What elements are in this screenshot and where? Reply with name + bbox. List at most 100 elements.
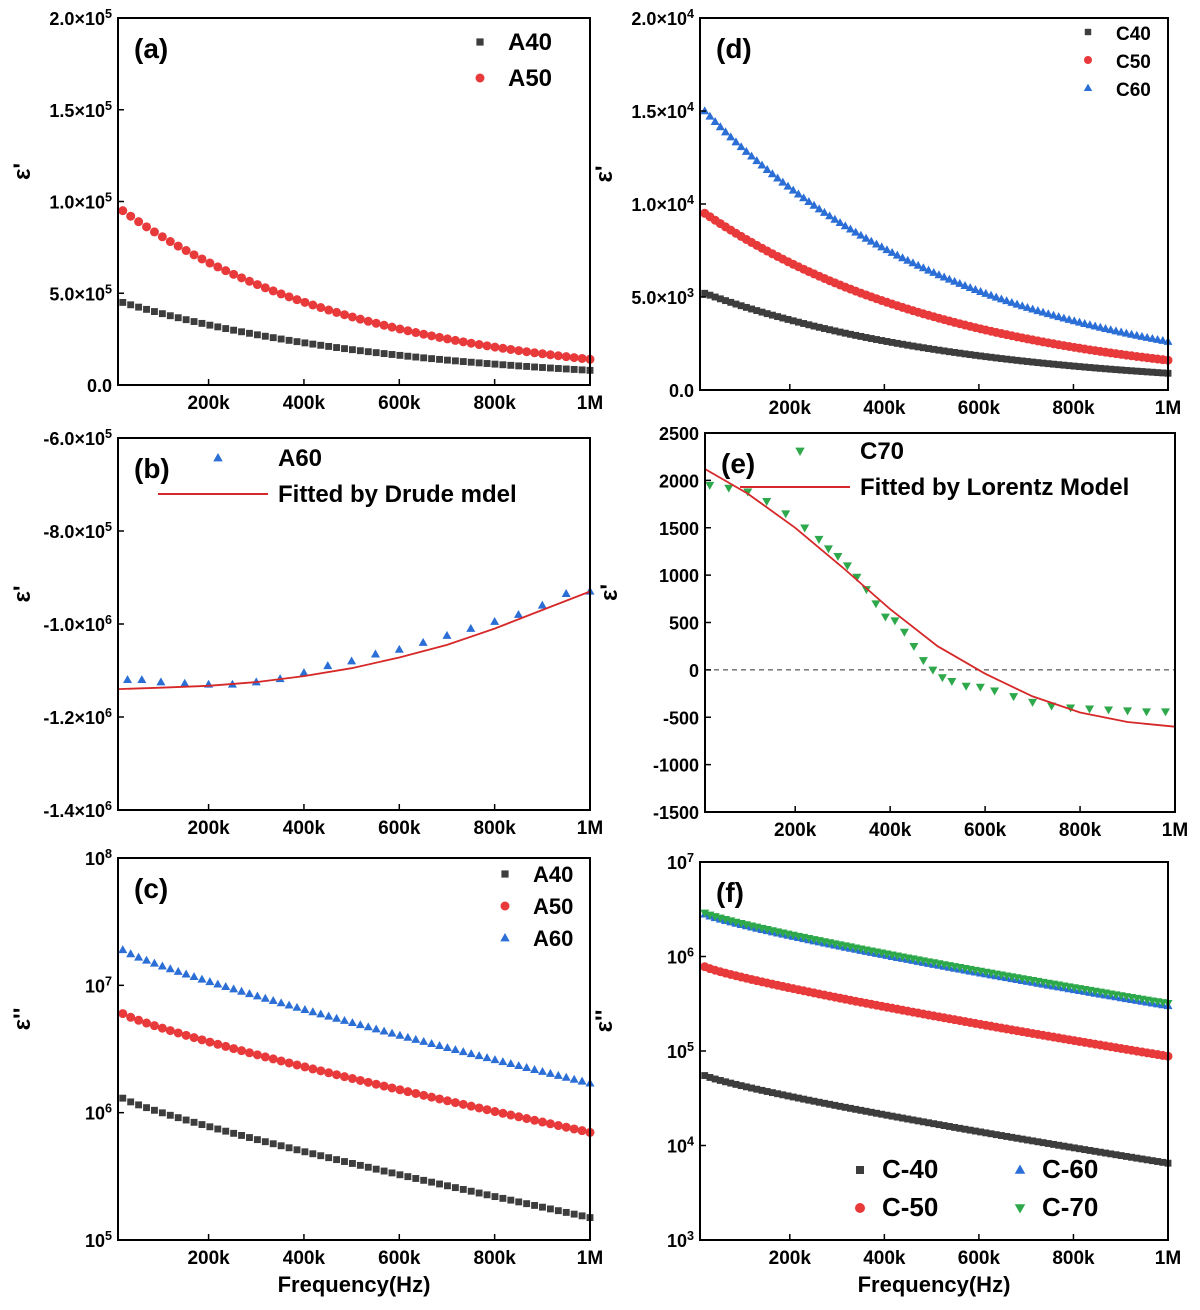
data-point-A50-46 <box>482 1105 492 1115</box>
data-point-A40-52 <box>531 363 539 371</box>
data-point-A50-50 <box>514 346 524 356</box>
legend-label: Fitted by Lorentz Model <box>860 474 1129 501</box>
data-point-A40-26 <box>325 1154 333 1162</box>
data-point-C40-12 <box>763 310 771 318</box>
data-point-C70-23 <box>990 687 1000 696</box>
data-point-C-40-11 <box>758 1086 766 1094</box>
data-point-C60-35 <box>882 245 892 254</box>
data-point-C40-31 <box>862 334 870 341</box>
data-point-A60-10 <box>197 974 207 983</box>
data-point-C40-7 <box>737 302 745 310</box>
data-point-C70-15 <box>899 628 909 637</box>
data-point-A60-11 <box>205 977 215 986</box>
series-C50 <box>700 208 1173 365</box>
data-point-A60-7 <box>173 966 183 975</box>
data-point-C60-77 <box>1101 324 1111 332</box>
data-point-A40-48 <box>499 361 507 369</box>
data-point-A50-51 <box>522 1114 532 1124</box>
data-point-C60-60 <box>1012 299 1022 308</box>
series-C-70 <box>700 909 1173 1008</box>
x-tick-label: 800k <box>1059 820 1102 841</box>
data-point-A40-30 <box>356 1161 364 1169</box>
data-point-A60-18 <box>260 993 270 1002</box>
data-point-C-40-33 <box>873 1109 880 1117</box>
x-tick-label: 400k <box>863 1248 906 1269</box>
data-point-C40-23 <box>821 325 828 332</box>
data-point-C40-13 <box>768 311 776 319</box>
data-point-A40-44 <box>467 1187 475 1195</box>
data-point-C40-28 <box>847 330 854 338</box>
data-point-C70-6 <box>814 535 824 544</box>
data-point-A60-29 <box>347 1018 357 1027</box>
data-point-A40-51 <box>523 1200 531 1208</box>
data-point-A50-42 <box>450 335 460 345</box>
data-point-A50-16 <box>244 276 254 286</box>
data-point-A50-30 <box>355 1075 365 1085</box>
data-point-C70-24 <box>1009 693 1019 702</box>
data-point-C-40-18 <box>794 1094 802 1102</box>
legend-marker-A60 <box>213 453 223 462</box>
data-point-A50-18 <box>260 1052 270 1062</box>
data-point-C60-24 <box>825 211 835 220</box>
data-point-A50-10 <box>197 254 207 264</box>
data-point-C40-56 <box>992 354 1000 362</box>
data-point-A50-34 <box>387 1083 397 1093</box>
data-point-A60-46 <box>482 1053 492 1062</box>
data-point-C40-80 <box>1117 366 1125 374</box>
data-point-A40-36 <box>404 352 412 360</box>
legend-label: A40 <box>508 29 552 56</box>
data-point-A50-53 <box>537 1117 547 1127</box>
data-point-C40-8 <box>742 303 750 311</box>
data-point-C60-30 <box>856 230 866 239</box>
data-point-A60-33 <box>379 1026 389 1035</box>
data-point-A50-43 <box>458 1099 468 1109</box>
x-tick-label: 1M <box>1155 1248 1181 1269</box>
data-point-C40-19 <box>800 320 808 327</box>
data-point-C60-65 <box>1038 307 1048 316</box>
y-tick-label: 103 <box>667 1229 694 1251</box>
data-point-A40-10 <box>198 319 206 327</box>
data-point-A50-55 <box>553 1121 563 1131</box>
data-point-C-40-37 <box>893 1113 901 1121</box>
data-point-A50-0 <box>118 206 128 216</box>
data-point-C-40-41 <box>914 1117 922 1125</box>
data-point-A60-15 <box>237 986 247 995</box>
data-point-C40-78 <box>1107 365 1115 373</box>
data-point-C40-85 <box>1143 368 1151 376</box>
data-point-A50-34 <box>387 322 397 332</box>
data-point-A50-17 <box>252 280 262 290</box>
data-point-C60-71 <box>1069 316 1079 325</box>
data-point-A40-13 <box>222 1127 230 1135</box>
data-point-C40-22 <box>815 323 823 331</box>
data-point-C60-27 <box>840 221 850 230</box>
series-A50 <box>118 1009 595 1137</box>
data-point-C40-81 <box>1122 366 1130 374</box>
data-point-C-40-28 <box>847 1104 854 1112</box>
data-point-C40-0 <box>701 289 709 297</box>
data-point-C60-52 <box>970 285 980 294</box>
legend-label: C-60 <box>1042 1154 1098 1184</box>
data-point-C-40-20 <box>805 1096 813 1104</box>
data-point-C70-32 <box>1160 708 1171 717</box>
data-point-C-40-88 <box>1159 1158 1167 1166</box>
data-point-C60-74 <box>1085 320 1095 329</box>
data-point-A40-22 <box>293 338 301 346</box>
data-point-C70-5 <box>800 524 810 533</box>
data-point-A50-9 <box>189 1033 199 1043</box>
legend-marker-C50 <box>1084 56 1092 64</box>
data-point-A50-13 <box>221 1041 231 1051</box>
data-point-C70-3 <box>762 497 772 506</box>
data-point-C-40-19 <box>800 1095 808 1103</box>
data-point-C60-72 <box>1074 317 1085 326</box>
data-point-C60-45 <box>934 270 944 279</box>
data-point-C60-16 <box>783 181 793 190</box>
data-point-A50-31 <box>363 1077 373 1087</box>
data-point-A50-37 <box>411 328 421 338</box>
data-point-A40-20 <box>277 335 285 343</box>
data-point-C-40-68 <box>1055 1141 1063 1149</box>
y-tick-label: -6.0×105 <box>43 427 112 449</box>
data-point-A50-26 <box>324 305 334 315</box>
y-tick-label: 2.0×104 <box>631 7 694 29</box>
series-C70 <box>705 481 1171 717</box>
